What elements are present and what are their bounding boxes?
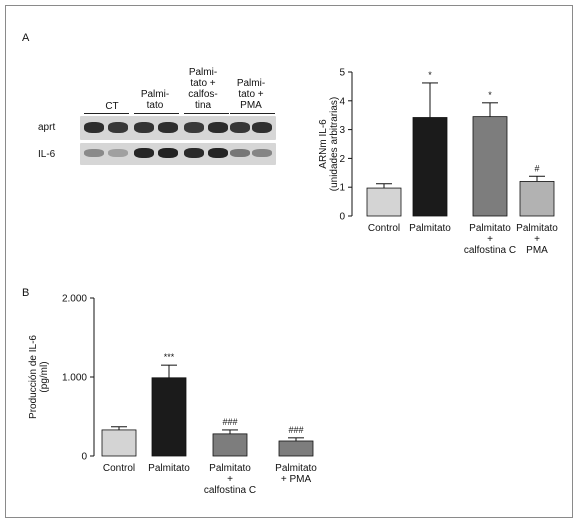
band: [134, 122, 154, 133]
row-label-il6: IL-6: [38, 149, 56, 160]
blot-il6: [80, 143, 276, 165]
bar-1: [151, 377, 187, 457]
x-tick-label-0: Control: [103, 463, 135, 474]
y-tick-label: 2: [339, 154, 345, 165]
band: [184, 122, 204, 133]
gel-label-palmitato-pma: Palmi- tato + PMA: [236, 78, 266, 111]
band: [84, 122, 104, 133]
y-tick-label: 0: [339, 212, 345, 223]
x-tick-label-3: Palmitato + PMA: [275, 463, 317, 485]
y-tick-label: 2.000: [62, 294, 87, 305]
y-tick-label: 1.000: [62, 373, 87, 384]
band: [108, 122, 128, 133]
bar-1: [412, 117, 448, 217]
band: [230, 122, 250, 133]
x-tick-label-2: Palmitato + calfostina C: [204, 463, 256, 496]
y-tick-label: 1: [339, 183, 345, 194]
bar-3: [278, 440, 314, 457]
figure-frame: [5, 5, 573, 518]
x-tick-label-1: Palmitato: [148, 463, 190, 474]
band: [230, 149, 250, 157]
blot-aprt: [80, 116, 276, 140]
significance-label-2: *: [488, 90, 492, 100]
x-tick-label-0: Control: [368, 223, 400, 234]
band: [252, 149, 272, 157]
y-tick-label: 0: [81, 452, 87, 463]
gel-label-ct: CT: [105, 101, 119, 112]
row-label-aprt: aprt: [38, 122, 56, 133]
band: [252, 122, 272, 133]
y-axis-label: ARNm IL-6(unidades arbitrarias): [318, 97, 340, 192]
significance-label-3: #: [534, 163, 539, 173]
significance-label-3: ###: [288, 425, 303, 435]
x-tick-label-1: Palmitato: [409, 223, 451, 234]
band: [208, 148, 228, 158]
y-axis-label: Producción de IL-6(pg/ml): [28, 335, 50, 419]
x-tick-label-2: Palmitato + calfostina C: [464, 223, 516, 256]
panel-a-label: A: [22, 32, 30, 44]
band: [84, 149, 104, 157]
panel-b-label: B: [22, 287, 30, 299]
significance-label-1: *: [428, 70, 432, 80]
y-tick-label: 4: [339, 96, 345, 107]
bar-3: [519, 181, 555, 217]
band: [158, 148, 178, 158]
lane-line-palmitato-pma: [230, 113, 275, 114]
significance-label-1: ***: [164, 352, 175, 362]
band: [208, 122, 228, 133]
band: [134, 148, 154, 158]
bar-0: [366, 187, 402, 217]
y-tick-label: 5: [339, 68, 345, 79]
gel-label-palmitato: Palmi- tato: [140, 89, 170, 111]
significance-label-2: ###: [222, 417, 237, 427]
band: [108, 149, 128, 157]
gel-label-palmitato-calfostina: Palmi- tato + calfos- tina: [188, 67, 218, 111]
band: [158, 122, 178, 133]
bar-0: [101, 429, 137, 457]
x-tick-label-3: Palmitato + PMA: [516, 223, 558, 256]
lane-line-ct: [84, 113, 129, 114]
bar-2: [472, 116, 508, 217]
bar-2: [212, 433, 248, 457]
lane-line-palmitato-calfostina: [184, 113, 229, 114]
band: [184, 148, 204, 158]
lane-line-palmitato: [134, 113, 179, 114]
y-tick-label: 3: [339, 125, 345, 136]
